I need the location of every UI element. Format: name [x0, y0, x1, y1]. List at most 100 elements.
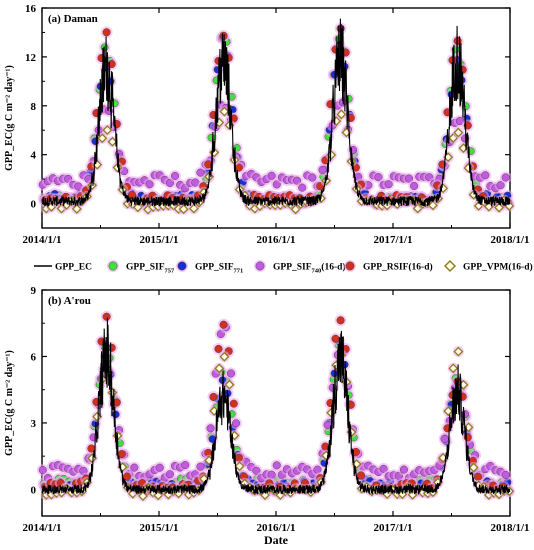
legend-marker-rsif	[345, 261, 355, 271]
point-sif740	[399, 465, 408, 474]
point-sif740	[481, 171, 490, 180]
point-sif740	[496, 181, 505, 190]
point-vpm	[107, 136, 118, 147]
legend-marker-sif740	[255, 261, 265, 271]
x-tick-label: 2018/1/1	[490, 234, 529, 246]
point-sif740	[206, 424, 215, 433]
point-sif740	[155, 463, 164, 472]
point-vpm	[102, 125, 113, 135]
point-vpm	[453, 346, 464, 357]
x-axis-daman: 2014/1/1 2015/1/1 2016/1/1 2017/1/1 2018/1/1	[22, 8, 530, 246]
y-tick-label: 9	[31, 285, 37, 297]
point-rsif	[234, 453, 243, 462]
point-sif740	[501, 173, 510, 182]
y-tick-label: 3	[31, 418, 37, 430]
x-axis-arou: 2014/1/1 2015/1/1 2016/1/1 2017/1/1 2018/1/1	[22, 290, 530, 534]
point-sif740	[252, 466, 261, 475]
x-tick-label: 2014/1/1	[22, 234, 61, 246]
legend-label-ec: GPP_EC	[55, 263, 92, 273]
point-rsif	[209, 392, 218, 401]
legend-label-rsif: GPP_RSIF(16-d)	[363, 262, 433, 273]
point-rsif	[331, 334, 340, 343]
point-rsif	[102, 28, 111, 37]
legend: GPP_EC GPP_SIF757 GPP_SIF771 GPP_SIF740(16-…	[34, 260, 533, 275]
legend-label-sif771: GPP_SIF771	[195, 263, 243, 275]
point-sif740	[374, 173, 383, 182]
point-vpm	[219, 351, 230, 362]
point-vpm	[214, 363, 225, 374]
point-sif740	[196, 168, 205, 177]
point-vpm	[234, 461, 245, 472]
point-sif740	[379, 464, 388, 473]
point-vpm	[453, 127, 464, 138]
point-sif740	[440, 434, 449, 443]
point-sif740	[145, 180, 154, 189]
point-sif771	[111, 410, 120, 419]
point-vpm	[138, 491, 148, 501]
legend-marker-sif771	[177, 261, 187, 271]
point-vpm	[97, 133, 108, 144]
series-layer-daman	[36, 18, 515, 216]
point-vpm	[504, 201, 515, 211]
y-tick-label: 0	[31, 484, 37, 496]
point-rsif	[229, 399, 238, 408]
point-sif740	[165, 470, 174, 479]
point-rsif	[214, 344, 223, 353]
x-tick-label: 2014/1/1	[22, 522, 61, 534]
y-tick-label: 16	[25, 3, 37, 15]
point-vpm	[178, 204, 189, 215]
point-sif740	[308, 173, 317, 182]
point-vpm	[336, 109, 347, 120]
y-axis-title-daman: GPP_EC(g C m⁻² day⁻¹)	[4, 65, 15, 171]
point-sif740	[501, 470, 510, 479]
legend-label-vpm: GPP_VPM(16-d)	[463, 262, 533, 273]
point-rsif	[122, 472, 131, 481]
y-axis-daman: 0 4 8 12 16	[25, 3, 510, 211]
point-vpm	[219, 106, 230, 117]
point-vpm	[468, 462, 479, 473]
point-sif740	[410, 181, 419, 190]
point-vpm	[448, 363, 459, 374]
y-tick-label: 6	[31, 351, 37, 363]
series-line-gpp-ec	[41, 317, 511, 496]
point-sif740	[272, 461, 281, 470]
point-sif740	[226, 369, 235, 378]
x-tick-label: 2016/1/1	[256, 522, 295, 534]
y-tick-label: 12	[25, 52, 37, 64]
y-tick-label: 4	[31, 150, 37, 162]
y-axis-title-arou: GPP_EC(g C m⁻² day⁻¹)	[4, 350, 15, 456]
point-sif740	[196, 462, 205, 471]
panel-title-daman: (a) Daman	[48, 13, 98, 25]
point-rsif	[92, 397, 101, 406]
point-sif740	[318, 165, 327, 174]
series-layer-arou	[36, 310, 515, 502]
x-tick-label: 2015/1/1	[139, 234, 178, 246]
y-tick-label: 0	[31, 199, 37, 211]
x-tick-label: 2016/1/1	[256, 234, 295, 246]
point-vpm	[428, 200, 438, 211]
y-axis-arou: 0 3 6 9	[31, 285, 510, 496]
point-sif740	[455, 116, 464, 125]
y-tick-label: 8	[31, 101, 37, 113]
legend-marker-vpm	[444, 260, 456, 272]
legend-label-sif740: GPP_SIF740(16-d)	[273, 262, 346, 275]
point-vpm	[209, 147, 220, 158]
point-sif740	[165, 178, 174, 187]
point-rsif	[336, 316, 345, 325]
point-sif740	[405, 174, 414, 183]
point-sif740	[267, 171, 276, 180]
point-sif740	[181, 461, 190, 470]
point-sif740	[171, 171, 180, 180]
point-vpm	[463, 422, 474, 433]
point-vpm	[71, 203, 82, 214]
series-line-gpp-ec	[41, 18, 511, 208]
point-rsif	[473, 472, 482, 481]
legend-label-sif757: GPP_SIF757	[126, 263, 175, 275]
x-tick-label: 2017/1/1	[373, 234, 412, 246]
x-tick-label: 2017/1/1	[373, 522, 412, 534]
x-tick-label: 2018/1/1	[490, 522, 529, 534]
point-sif757	[207, 133, 216, 142]
point-rsif	[107, 343, 116, 352]
